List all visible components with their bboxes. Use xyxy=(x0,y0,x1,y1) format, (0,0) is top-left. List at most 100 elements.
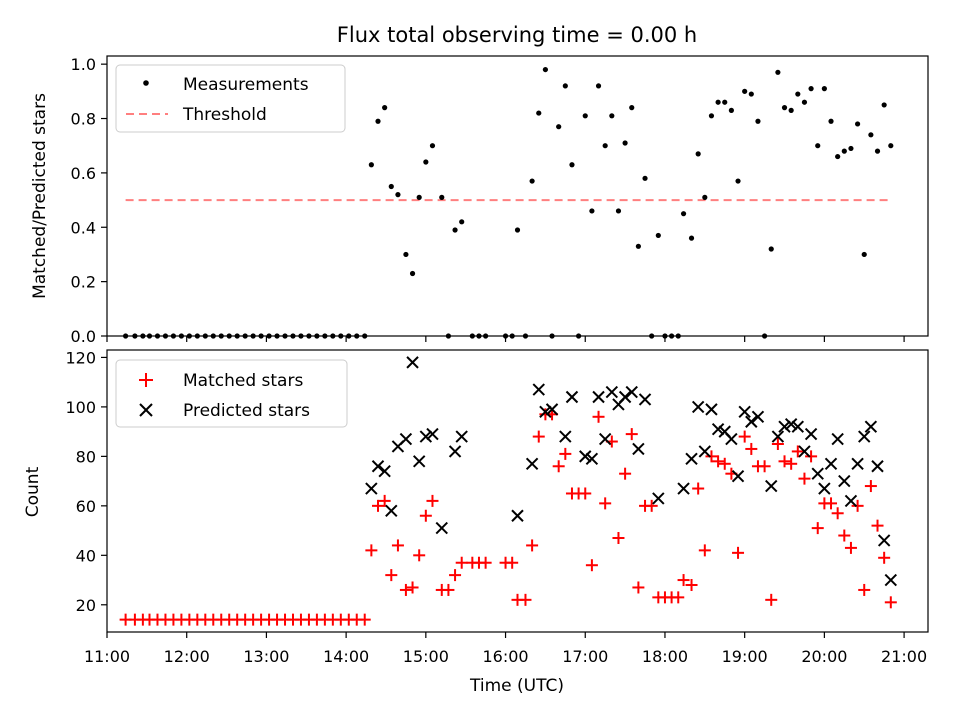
measurement-point xyxy=(841,148,847,154)
x-tick-label: 18:00 xyxy=(642,647,688,666)
measurement-point xyxy=(788,107,794,113)
predicted-star-point xyxy=(858,430,871,443)
predicted-star-point xyxy=(605,385,619,399)
matched-star-point xyxy=(479,556,492,569)
measurement-point xyxy=(429,143,436,149)
x-tick-label: 15:00 xyxy=(403,647,449,666)
predicted-star-point xyxy=(731,469,745,483)
top-y-axis-ticks: 0.0 0.2 0.4 0.6 0.8 1.0 xyxy=(71,55,107,346)
matched-star-point xyxy=(871,519,884,532)
measurement-point xyxy=(854,121,861,127)
measurement-point xyxy=(655,232,661,239)
measurement-point xyxy=(688,235,695,241)
measurement-point xyxy=(715,99,721,105)
bottom-y-tick-label: 20 xyxy=(76,596,96,615)
predicted-star-point xyxy=(877,534,891,547)
measurement-point xyxy=(452,227,458,233)
x-tick-label: 21:00 xyxy=(881,647,927,666)
predicted-star-point xyxy=(691,400,705,414)
matched-star-point xyxy=(838,529,851,542)
predicted-star-point xyxy=(784,418,798,431)
x-tick-label: 14:00 xyxy=(323,647,369,666)
measurement-point xyxy=(642,175,648,181)
top-y-tick-label: 0.6 xyxy=(71,164,96,183)
predicted-star-point xyxy=(618,390,632,404)
matched-star-point xyxy=(632,581,645,594)
matched-star-point xyxy=(619,467,632,480)
predicted-star-point xyxy=(804,427,818,441)
matched-star-point xyxy=(805,450,818,463)
matched-star-point xyxy=(585,559,598,572)
predicted-star-point xyxy=(765,479,778,493)
measurement-point xyxy=(375,118,381,124)
predicted-star-point xyxy=(871,460,884,473)
matched-star-point xyxy=(798,472,811,485)
measurement-point xyxy=(556,124,562,130)
bottom-legend-box xyxy=(115,359,348,428)
predicted-star-point xyxy=(365,482,378,495)
predicted-star-point xyxy=(399,432,413,446)
top-x-axis-ticks xyxy=(106,336,905,342)
bottom-y-tick-label: 120 xyxy=(65,348,96,367)
x-axis-label: Time (UTC) xyxy=(469,676,564,696)
bottom-y-axis-label: Count xyxy=(23,466,43,517)
matched-star-point xyxy=(705,450,718,463)
measurement-point xyxy=(514,227,521,233)
chart-title: Flux total observing time = 0.00 h xyxy=(337,23,697,47)
predicted-star-point xyxy=(455,430,468,443)
measurement-point xyxy=(602,143,608,149)
predicted-star-point xyxy=(585,452,599,466)
matched-star-point xyxy=(455,556,468,569)
predicted-star-point xyxy=(638,393,652,406)
matched-star-point xyxy=(391,539,404,552)
matched-star-point xyxy=(426,494,439,507)
top-axes-frame xyxy=(106,55,929,337)
predicted-star-point xyxy=(711,422,725,436)
bottom-panel: 20 40 60 80 100 120 11:00 12:00 13:00 14:00 15:00… xyxy=(23,348,929,696)
predicted-star-point xyxy=(385,504,398,517)
measurement-point xyxy=(815,143,821,149)
matched-star-point xyxy=(778,455,791,468)
matched-star-point xyxy=(559,447,572,460)
matched-star-point xyxy=(758,460,771,473)
legend-predicted-marker xyxy=(139,403,153,417)
predicted-star-point xyxy=(592,390,605,404)
matched-star-point xyxy=(599,497,612,510)
predicted-star-point xyxy=(818,482,831,495)
predicted-star-point xyxy=(371,460,385,473)
measurement-point xyxy=(416,194,422,200)
predicted-star-point xyxy=(738,405,751,419)
matched-star-point xyxy=(526,539,539,552)
matched-star-point xyxy=(612,532,625,544)
matched-star-point xyxy=(519,593,532,606)
matched-star-point xyxy=(625,428,638,441)
measurement-point xyxy=(881,102,887,108)
predicted-star-point xyxy=(525,457,539,470)
bottom-count-points xyxy=(119,356,898,626)
bottom-x-axis-ticks: 11:00 12:00 13:00 14:00 15:00 16:00 17:00 18:00… xyxy=(84,632,927,666)
matched-star-point xyxy=(771,438,784,450)
measurement-point xyxy=(801,99,808,105)
matched-star-point xyxy=(552,460,565,473)
measurement-point xyxy=(595,83,602,89)
matched-star-point xyxy=(532,430,545,443)
top-y-tick-label: 0.0 xyxy=(71,327,96,346)
measurement-point xyxy=(781,105,788,111)
measurement-point xyxy=(382,105,388,111)
predicted-star-point xyxy=(677,482,690,495)
predicted-star-point xyxy=(625,385,638,399)
predicted-star-point xyxy=(579,450,592,463)
measurement-point xyxy=(868,132,874,138)
predicted-star-point xyxy=(685,452,698,466)
predicted-star-point xyxy=(532,383,545,396)
matched-star-point xyxy=(449,569,462,582)
top-legend: Measurements Threshold xyxy=(115,64,346,133)
measurement-point xyxy=(403,251,409,258)
measurement-point xyxy=(874,148,881,154)
bottom-y-axis-ticks: 20 40 60 80 100 120 xyxy=(65,348,107,615)
measurement-point xyxy=(821,86,827,92)
matched-star-point xyxy=(884,596,897,609)
x-tick-label: 19:00 xyxy=(722,647,768,666)
measurement-point xyxy=(569,162,575,168)
matched-star-point xyxy=(372,499,385,512)
